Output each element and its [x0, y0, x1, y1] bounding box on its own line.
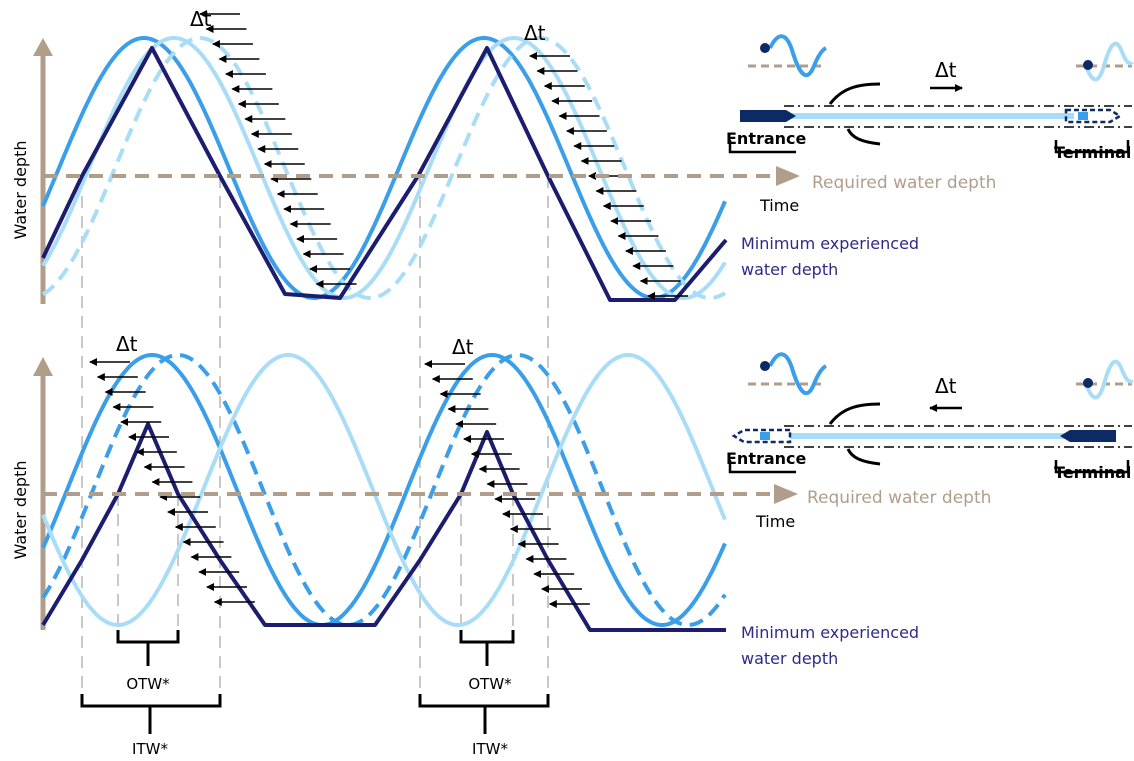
- bottom-delta-t-2: Δt: [452, 335, 474, 359]
- bottom-curve-minimum-depth: [41, 422, 726, 632]
- bottom-panel: Water depth Required water depth Time Mi…: [11, 332, 991, 758]
- top-breakwater-upper: [828, 82, 881, 105]
- bottom-vessel-terminal: [1060, 430, 1116, 442]
- bottom-breakwater-lower: [846, 448, 881, 466]
- top-curve-entrance-tide: [41, 36, 727, 300]
- top-required-arrowhead: [776, 166, 800, 186]
- top-curve-shifted-tide: [41, 36, 727, 300]
- otw-brace-1: [116, 630, 180, 666]
- top-inset-dot-left: [760, 43, 770, 53]
- top-delta-t-1: Δt: [190, 7, 212, 31]
- bottom-required-label: Required water depth: [807, 488, 991, 508]
- top-delta-arrows: [199, 10, 689, 300]
- top-delta-t-2: Δt: [524, 21, 546, 45]
- top-curve-minimum-depth: [41, 46, 728, 302]
- bottom-vessel-entrance-mark: [760, 432, 770, 440]
- bottom-inset-wave-left: [768, 352, 828, 395]
- top-y-axis-arrowhead: [33, 38, 53, 56]
- otw-label-1: OTW*: [126, 675, 170, 693]
- top-vessel-terminal-ghost: [1064, 108, 1123, 124]
- top-entrance-label: Entrance: [726, 129, 807, 148]
- top-inset-channel: Δt Entrance Terminal: [726, 34, 1134, 162]
- bottom-inset-dot-right: [1083, 378, 1093, 388]
- top-required-label: Required water depth: [812, 173, 996, 193]
- top-y-label: Water depth: [11, 141, 30, 240]
- top-entrance-bracket: [728, 140, 796, 154]
- top-terminal-bracket: [1054, 140, 1130, 154]
- bottom-terminal-bracket: [1054, 460, 1130, 474]
- bottom-time-label: Time: [755, 512, 795, 531]
- bottom-entrance-bracket: [728, 460, 796, 474]
- top-time-label: Time: [759, 196, 799, 215]
- top-vessel-terminal-mark: [1078, 112, 1088, 120]
- top-inset-dot-right: [1083, 60, 1093, 70]
- bottom-y-label: Water depth: [11, 461, 30, 560]
- top-inset-delta-t: Δt: [935, 58, 957, 82]
- bottom-delta-arrows: [89, 358, 590, 608]
- bottom-delta-t-1: Δt: [116, 332, 138, 356]
- bottom-min-label-1: Minimum experienced: [741, 623, 919, 642]
- bottom-inset-dot-left: [760, 361, 770, 371]
- bottom-terminal-label: Terminal: [1054, 463, 1131, 482]
- bottom-y-axis-arrowhead: [33, 357, 53, 376]
- bottom-curves: [41, 353, 727, 632]
- itw-brace-2: [418, 694, 550, 734]
- top-panel: Water depth Required water depth Time Mi…: [11, 7, 996, 304]
- otw-brace-2: [459, 630, 515, 666]
- top-terminal-label: Terminal: [1054, 143, 1131, 162]
- bottom-curve-entrance-tide: [41, 353, 727, 627]
- top-min-label-2: water depth: [741, 260, 838, 279]
- bottom-inset-wave-right: [1084, 359, 1134, 400]
- bottom-entrance-label: Entrance: [726, 449, 807, 468]
- bottom-min-label-2: water depth: [741, 649, 838, 668]
- bottom-curve-shifted-tide: [41, 353, 727, 627]
- itw-brace-1: [80, 694, 222, 734]
- window-braces: OTW* ITW* OTW* ITW*: [80, 630, 550, 758]
- top-inset-wave-left: [768, 34, 828, 77]
- bottom-required-arrowhead: [774, 484, 798, 504]
- otw-label-2: OTW*: [468, 675, 512, 693]
- itw-label-2: ITW*: [472, 740, 508, 756]
- top-min-label-1: Minimum experienced: [741, 234, 919, 253]
- bottom-inset-delta-t: Δt: [935, 374, 957, 398]
- top-breakwater-lower: [846, 128, 881, 146]
- itw-label-1: ITW*: [132, 740, 168, 756]
- top-inset-wave-right: [1084, 41, 1134, 82]
- top-vessel-entrance: [740, 110, 796, 122]
- top-curves: [41, 36, 728, 302]
- top-curve-terminal-tide: [41, 36, 727, 300]
- bottom-curve-terminal-tide: [41, 353, 727, 627]
- bottom-breakwater-upper: [828, 402, 881, 425]
- bottom-inset-channel: Δt Entrance Terminal: [726, 352, 1134, 482]
